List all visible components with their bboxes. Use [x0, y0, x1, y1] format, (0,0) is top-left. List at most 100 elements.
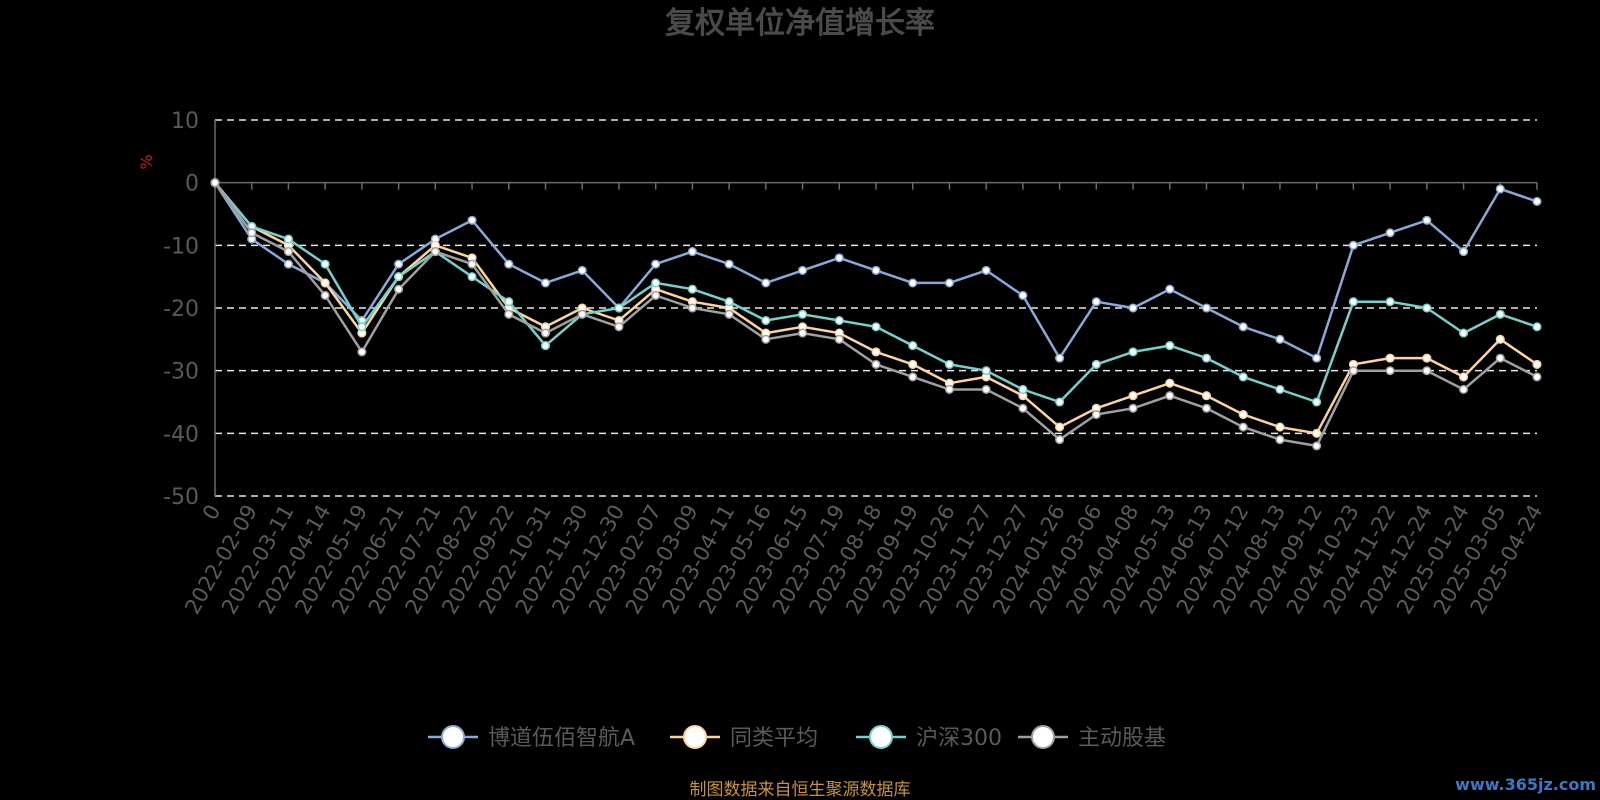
series-0 — [210, 178, 1542, 363]
legend-marker — [441, 725, 465, 749]
y-tick-label: -10 — [163, 234, 199, 259]
data-point — [1532, 322, 1542, 332]
data-point — [320, 290, 330, 301]
gridlines — [215, 119, 1537, 497]
data-point — [247, 228, 257, 238]
data-point — [1238, 409, 1248, 420]
data-point — [761, 315, 771, 326]
data-point — [724, 309, 734, 319]
data-point — [357, 322, 367, 332]
x-tick-labels: 02022-02-092022-03-112022-04-142022-05-1… — [180, 500, 1547, 618]
data-point — [1128, 403, 1138, 413]
data-point — [981, 384, 991, 395]
data-point — [1128, 303, 1138, 313]
legend-label: 博道伍佰智航A — [488, 726, 635, 751]
data-point — [908, 372, 918, 382]
data-point — [1275, 334, 1285, 344]
data-point — [761, 278, 771, 288]
data-point — [1532, 372, 1542, 382]
data-point — [394, 259, 404, 269]
data-point — [1201, 353, 1212, 363]
data-point — [687, 284, 697, 294]
data-point — [834, 334, 844, 344]
data-point — [871, 347, 881, 357]
data-point — [1422, 366, 1432, 376]
data-point — [687, 303, 697, 313]
legend[interactable]: 博道伍佰智航A 同类平均 沪深300 主动股基 — [428, 725, 1166, 751]
data-point — [761, 334, 771, 344]
series-3 — [210, 178, 1542, 451]
data-point — [210, 178, 220, 188]
data-point — [1495, 309, 1505, 319]
data-point — [798, 309, 808, 319]
data-point — [1275, 422, 1285, 432]
data-point — [834, 253, 844, 263]
data-point — [1201, 391, 1212, 401]
data-point — [1018, 384, 1028, 395]
data-point — [1165, 284, 1175, 294]
data-point — [724, 297, 734, 307]
y-tick-label: 0 — [185, 172, 199, 197]
data-point — [1165, 378, 1175, 388]
data-point — [430, 247, 440, 257]
data-point — [394, 284, 404, 294]
data-point — [981, 366, 991, 376]
data-point — [908, 341, 918, 351]
data-point — [871, 322, 881, 332]
data-point — [1422, 303, 1432, 313]
x-tick-label: 0 — [198, 501, 225, 525]
y-tick-label: -40 — [163, 422, 199, 447]
data-point — [651, 259, 661, 269]
data-point — [1018, 403, 1028, 413]
data-point — [1165, 391, 1175, 401]
data-point — [798, 265, 808, 275]
data-point — [1055, 435, 1065, 445]
data-point — [1495, 353, 1505, 363]
data-point — [1312, 353, 1322, 363]
data-point — [651, 290, 661, 301]
data-point — [908, 359, 918, 369]
y-tick-labels: 10 0 -10 -20 -30 -40 -50 — [163, 109, 199, 510]
data-point — [540, 278, 551, 288]
chart-title: 复权单位净值增长率 — [665, 6, 935, 41]
data-point — [1055, 422, 1065, 432]
y-tick-label: -20 — [163, 297, 199, 322]
series-lines — [210, 178, 1542, 451]
data-point — [540, 328, 551, 338]
data-point — [944, 359, 954, 369]
data-point — [1055, 397, 1065, 407]
data-point — [981, 265, 991, 275]
y-tick-label: -30 — [163, 360, 199, 385]
legend-label: 主动股基 — [1078, 726, 1166, 751]
data-point — [1312, 397, 1322, 407]
data-point — [577, 309, 587, 319]
legend-item[interactable]: 博道伍佰智航A — [428, 725, 635, 751]
data-point — [1348, 297, 1358, 307]
data-point — [1055, 353, 1065, 363]
data-point — [1532, 196, 1542, 207]
data-point — [1348, 240, 1358, 250]
legend-item[interactable]: 同类平均 — [670, 725, 818, 751]
data-point — [1275, 435, 1285, 445]
y-tick-label: 10 — [171, 109, 199, 134]
data-point — [1495, 184, 1505, 194]
data-point — [1238, 422, 1248, 432]
data-point — [1459, 372, 1469, 382]
data-point — [283, 234, 293, 244]
data-point — [908, 278, 918, 288]
series-2 — [210, 178, 1542, 407]
data-point — [1459, 328, 1469, 338]
data-point — [1312, 441, 1322, 451]
data-point — [871, 265, 881, 275]
legend-item[interactable]: 主动股基 — [1018, 725, 1166, 751]
data-point — [1165, 341, 1175, 351]
data-point — [540, 341, 551, 351]
legend-label: 同类平均 — [730, 726, 818, 751]
data-point — [1091, 297, 1101, 307]
data-point — [651, 278, 661, 288]
data-point — [1091, 359, 1101, 369]
data-point — [1532, 359, 1542, 369]
data-point — [504, 259, 514, 269]
legend-item[interactable]: 沪深300 — [856, 725, 1002, 751]
